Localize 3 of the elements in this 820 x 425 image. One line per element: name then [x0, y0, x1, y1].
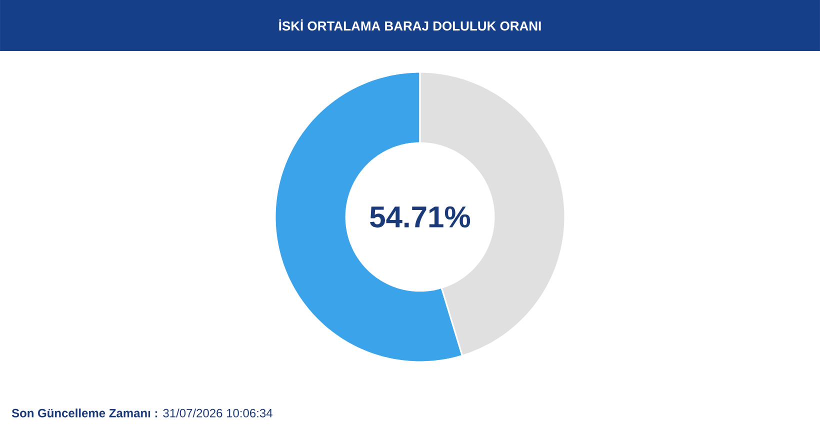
text: 54.71% [370, 206, 470, 228]
text: Son Güncelleme Zamanı : 31/07/2026 10:06:34 [12, 408, 272, 418]
chart-title: İSKİ ORTALAMA BARAJ DOLULUK ORANI [279, 19, 541, 31]
